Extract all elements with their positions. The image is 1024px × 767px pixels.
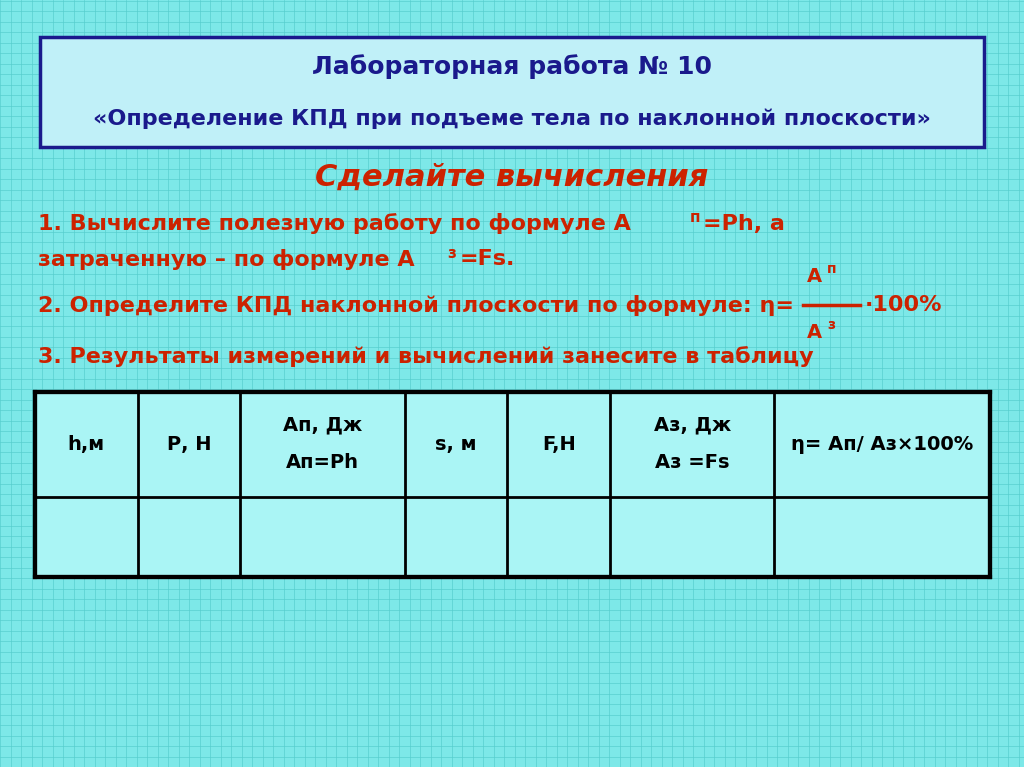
Text: з: з (827, 318, 835, 332)
Text: затраченную – по формуле А: затраченную – по формуле А (38, 249, 415, 269)
Text: =Fs.: =Fs. (460, 249, 515, 269)
Text: F,Н: F,Н (542, 435, 575, 454)
Text: 3. Результаты измерений и вычислений занесите в таблицу: 3. Результаты измерений и вычислений зан… (38, 347, 814, 367)
FancyBboxPatch shape (35, 392, 990, 577)
Text: п: п (827, 262, 837, 276)
Text: Аз =Fs: Аз =Fs (655, 453, 729, 472)
Text: Ап, Дж: Ап, Дж (283, 415, 362, 434)
Text: ·100%: ·100% (865, 295, 942, 315)
Text: 1. Вычислите полезную работу по формуле А: 1. Вычислите полезную работу по формуле … (38, 213, 631, 235)
Text: s, м: s, м (435, 435, 477, 454)
Text: з: з (447, 245, 456, 261)
Text: А: А (807, 268, 822, 287)
Text: «Определение КПД при подъеме тела по наклонной плоскости»: «Определение КПД при подъеме тела по нак… (93, 109, 931, 130)
Text: h,м: h,м (68, 435, 104, 454)
Text: Аз, Дж: Аз, Дж (653, 415, 731, 434)
Text: Ап=Ph: Ап=Ph (286, 453, 359, 472)
Text: η= Ап/ Аз×100%: η= Ап/ Аз×100% (792, 435, 973, 454)
FancyBboxPatch shape (40, 37, 984, 147)
Text: п: п (690, 210, 700, 225)
Text: Сделайте вычисления: Сделайте вычисления (315, 163, 709, 192)
Text: Р, Н: Р, Н (167, 435, 211, 454)
Text: А: А (807, 324, 822, 343)
Text: =Ph, а: =Ph, а (703, 214, 784, 234)
Text: 2. Определите КПД наклонной плоскости по формуле: η=: 2. Определите КПД наклонной плоскости по… (38, 295, 794, 315)
Text: Лабораторная работа № 10: Лабораторная работа № 10 (312, 54, 712, 80)
